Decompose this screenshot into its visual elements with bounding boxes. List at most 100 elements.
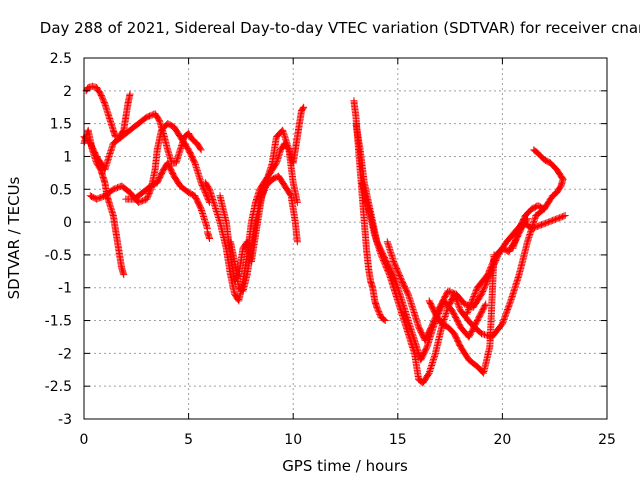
data-point-trail [421,324,435,344]
series-trace-13 [383,212,569,344]
data-point-trail [101,186,116,200]
y-axis-label: SDTVAR / TECUs [5,176,23,299]
data-point-trail [239,272,251,295]
data-point-trail [134,114,150,128]
data-point-trail [419,370,432,387]
series-trace-15 [509,146,567,252]
data-point [206,235,214,242]
data-point-trail [457,343,472,363]
data-point-trail [438,320,451,330]
data-point-trail [291,134,301,154]
data-point-trail [432,325,445,357]
y-tick-label: -1.5 [45,314,72,330]
data-point-trail [84,83,95,91]
data-point-trail [185,130,196,143]
data-point-trail [404,317,418,343]
data-point-trail [143,187,154,203]
data-point-trail [86,139,100,159]
data-point-trail [105,198,117,218]
data-point-trail [553,183,564,197]
y-tick-label: 1.5 [50,117,72,133]
x-tick-label: 15 [389,432,407,448]
data-point-trail [189,136,200,146]
data-point-trail [210,198,223,225]
data-point-trail [293,121,303,141]
data-point-trail [535,150,548,164]
data-point [300,103,308,111]
data-point-trail [398,297,412,323]
data-point-trail [105,113,117,133]
data-point-trail [281,182,294,199]
data-point-trail [101,141,117,174]
data-point-trail [172,147,184,167]
data-point-trail [93,192,107,203]
data-point-trail [531,147,542,157]
data-point-trail [111,225,121,244]
data-point-trail [392,277,405,303]
data-point-trail [463,285,481,318]
data-point-trail [216,192,230,224]
data-point-trail [262,177,275,190]
data-point-trail [252,200,263,226]
data-point-trail [151,110,162,123]
y-tick-label: -0.5 [45,248,72,264]
data-point-trail [394,297,410,330]
data-point-trail [93,159,104,172]
data-point-trail [377,251,393,277]
data-point-trail [222,218,234,257]
y-tick-label: 2 [63,84,72,100]
data-point [381,317,389,325]
data-point-trail [507,272,523,305]
data-point-trail [109,212,119,231]
x-tick-label: 5 [184,432,193,448]
chart-title: Day 288 of 2021, Sidereal Day-to-day VTE… [40,19,640,37]
data-point-trail [425,297,439,317]
data-point-trail [153,128,165,154]
data-point-trail [480,344,493,377]
series-trace-2 [82,82,134,141]
x-tick-label: 10 [284,432,302,448]
data-point-trail [365,264,374,284]
data-point-trail [371,231,385,257]
data-point-trail [444,323,457,337]
data-point-trail [193,139,204,153]
data-point-trail [289,179,301,205]
data-point-trail [226,238,238,264]
y-tick-label: 1 [63,149,72,165]
x-tick-label: 0 [80,432,89,448]
data-point-trail [473,302,489,324]
data-point-trail [417,344,430,364]
data-point [530,146,538,154]
data-point-trail [118,182,133,196]
data-point-trail [373,303,384,320]
data-point-trail [365,205,378,238]
data-point-trail [436,288,451,311]
data-point-trail [369,284,379,303]
data-point-trail [398,277,412,297]
data-point-trail [505,239,518,256]
data-point-trail [134,196,149,206]
data-point-trail [114,238,123,257]
data-point-trail [377,313,388,324]
y-tick-label: -1 [58,281,72,297]
data-point-trail [553,212,568,223]
series-trace-12 [358,179,548,387]
series-trace-6 [203,228,214,242]
data-point-trail [498,298,514,328]
data-point-trail [432,310,445,327]
data-point-trail [216,218,230,251]
data-point-trail [147,179,160,190]
data-point-trail [201,179,213,192]
data-point [197,146,205,154]
y-tick-label: -2 [58,346,72,362]
data-point-trail [170,123,183,139]
data-point-trail [285,146,297,185]
data-point-trail [170,172,183,189]
y-tick-label: -2.5 [45,379,72,395]
data-point-trail [402,323,418,356]
data-point-trail [197,179,213,205]
data-point-trail [503,229,518,246]
x-axis-label: GPS time / hours [282,457,408,475]
data-point-trail [444,287,459,298]
